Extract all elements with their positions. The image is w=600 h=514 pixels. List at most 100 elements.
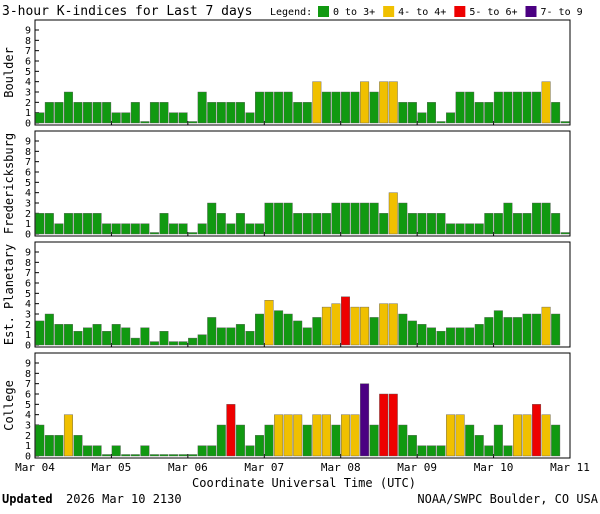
bar xyxy=(560,121,570,124)
bar xyxy=(111,445,121,457)
y-tick-label: 5 xyxy=(25,400,31,411)
bar xyxy=(169,341,179,346)
y-tick-label: 6 xyxy=(25,390,31,401)
bar xyxy=(188,121,198,124)
y-tick-label: 5 xyxy=(25,178,31,189)
y-tick-label: 2 xyxy=(25,431,31,442)
bar xyxy=(398,102,408,124)
bar xyxy=(321,91,331,124)
bar xyxy=(92,213,102,235)
y-tick-label: 0 xyxy=(25,452,31,463)
y-axis-label: Fredericksburg xyxy=(2,133,16,234)
y-tick-label: 9 xyxy=(25,359,31,370)
x-tick-label: Mar 06 xyxy=(168,461,208,474)
y-tick-label: 3 xyxy=(25,199,31,210)
y-tick-label: 7 xyxy=(25,379,31,390)
bar xyxy=(245,445,255,457)
bar xyxy=(388,192,398,235)
y-tick-label: 4 xyxy=(25,410,31,421)
y-axis-label: College xyxy=(2,380,16,431)
bar xyxy=(264,424,274,457)
bar xyxy=(255,223,264,235)
bar xyxy=(245,112,255,124)
bar xyxy=(121,112,131,124)
bar xyxy=(216,102,226,124)
bar xyxy=(407,102,417,124)
bar xyxy=(541,414,551,457)
bar xyxy=(283,313,293,346)
bar xyxy=(140,445,150,457)
bar xyxy=(522,313,532,346)
bar xyxy=(541,306,551,346)
bar xyxy=(331,91,341,124)
bar xyxy=(465,223,475,235)
bar xyxy=(350,414,360,457)
bar xyxy=(149,454,159,457)
bar xyxy=(388,303,398,346)
bar xyxy=(388,393,398,457)
bar xyxy=(398,313,408,346)
y-tick-label: 6 xyxy=(25,168,31,179)
bar xyxy=(293,213,303,235)
bar xyxy=(436,121,446,124)
x-tick-label: Mar 11 xyxy=(550,461,590,474)
y-tick-label: 6 xyxy=(25,57,31,68)
bar xyxy=(130,454,140,457)
bar xyxy=(178,454,188,457)
y-tick-label: 9 xyxy=(25,26,31,37)
bar xyxy=(274,414,284,457)
bar xyxy=(226,102,236,124)
bar xyxy=(111,112,121,124)
bar xyxy=(159,331,169,346)
bar xyxy=(159,102,169,124)
bar xyxy=(551,424,561,457)
bar xyxy=(465,424,475,457)
y-tick-label: 2 xyxy=(25,320,31,331)
bar xyxy=(44,435,54,457)
bar xyxy=(436,445,446,457)
bar xyxy=(417,324,427,346)
bar xyxy=(341,202,350,235)
bar xyxy=(341,91,350,124)
bar xyxy=(302,102,312,124)
bar xyxy=(551,102,561,124)
bar xyxy=(130,223,140,235)
bar xyxy=(417,213,427,235)
bar xyxy=(226,404,236,457)
bar xyxy=(493,213,503,235)
bar xyxy=(350,91,360,124)
bar xyxy=(312,213,322,235)
bar xyxy=(312,414,322,457)
bar xyxy=(149,102,159,124)
bar xyxy=(140,223,150,235)
bar xyxy=(331,424,341,457)
bar xyxy=(264,91,274,124)
bar xyxy=(493,424,503,457)
y-tick-label: 7 xyxy=(25,268,31,279)
bar xyxy=(169,112,179,124)
bar xyxy=(436,213,446,235)
bar xyxy=(398,202,408,235)
bar xyxy=(178,112,188,124)
bar xyxy=(121,454,131,457)
y-tick-label: 7 xyxy=(25,157,31,168)
y-tick-label: 1 xyxy=(25,219,31,230)
bar xyxy=(484,213,494,235)
bar xyxy=(522,213,532,235)
x-tick-label: Mar 09 xyxy=(397,461,437,474)
bar xyxy=(197,334,207,346)
bar xyxy=(341,296,350,346)
bar xyxy=(235,213,245,235)
x-tick-label: Mar 05 xyxy=(92,461,132,474)
bar xyxy=(54,435,64,457)
bar xyxy=(207,202,217,235)
bar xyxy=(283,91,293,124)
bar xyxy=(379,303,389,346)
bar xyxy=(283,414,293,457)
bar xyxy=(369,91,379,124)
bar xyxy=(407,213,417,235)
bar xyxy=(369,317,379,346)
bar xyxy=(560,232,570,235)
bar xyxy=(63,213,73,235)
legend-label: 4- to 4+ xyxy=(398,7,446,18)
